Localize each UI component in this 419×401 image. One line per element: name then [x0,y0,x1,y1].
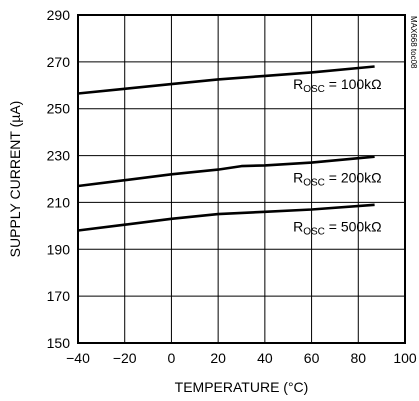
y-tick-label: 250 [47,101,71,117]
y-tick-label: 290 [47,7,71,23]
plot-area-frame [77,14,406,344]
x-tick-label: 100 [393,350,417,366]
series-label-100k: ROSC = 100kΩ [293,76,382,95]
x-tick-label: −20 [113,350,137,366]
series-label-200k: ROSC = 200kΩ [293,170,382,189]
y-tick-label: 210 [47,194,71,210]
y-axis-title: SUPPLY CURRENT (µA) [7,101,23,258]
x-tick-label: 20 [210,350,226,366]
x-axis-title: TEMPERATURE (°C) [175,379,309,395]
series-labels: ROSC = 100kΩ ROSC = 200kΩ ROSC = 500kΩ [293,76,382,238]
series-line-2 [77,203,375,232]
y-tick-label: 270 [47,54,71,70]
chart-grid [78,15,405,343]
y-tick-label: 230 [47,148,71,164]
y-tick-label: 170 [47,288,71,304]
x-tick-labels: −40 −20 0 20 40 60 80 100 [66,350,417,366]
x-tick-label: −40 [66,350,90,366]
y-tick-labels: 150 170 190 210 230 250 270 290 [47,7,71,351]
figure-code-label: MAX668 toc08 [409,16,418,69]
series-line-1 [77,155,375,188]
chart-series-group [77,65,375,232]
series-label-500k: ROSC = 500kΩ [293,219,382,238]
x-tick-label: 0 [168,350,176,366]
y-tick-label: 150 [47,335,71,351]
y-tick-label: 190 [47,241,71,257]
x-tick-label: 60 [304,350,320,366]
x-tick-label: 80 [350,350,366,366]
series-line-0 [77,65,375,95]
x-tick-label: 40 [257,350,273,366]
